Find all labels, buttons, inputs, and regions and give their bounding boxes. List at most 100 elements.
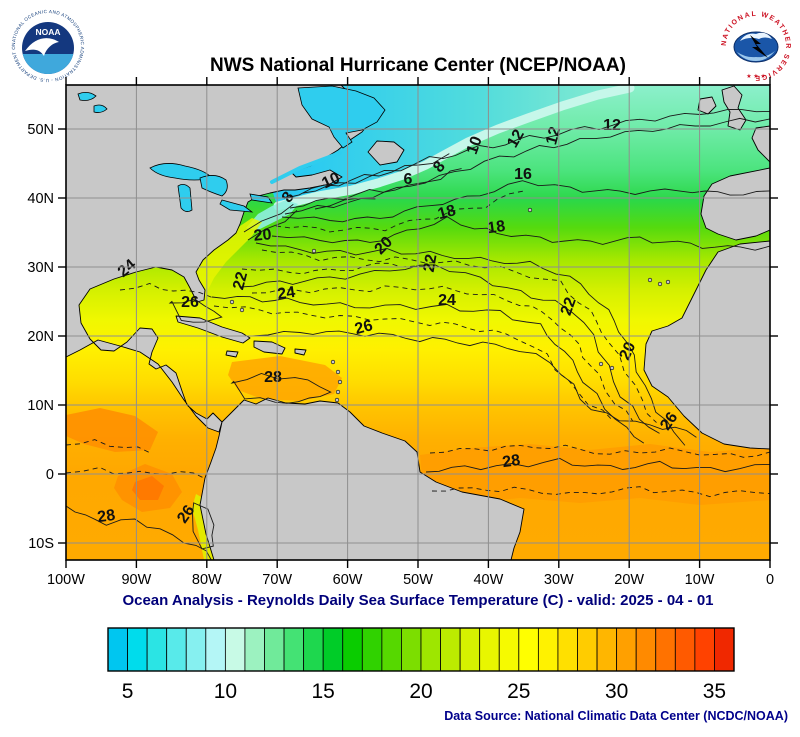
lon-tick-label: 50W: [403, 572, 433, 588]
lon-tick-label: 40W: [473, 572, 503, 588]
contour-line: [289, 168, 462, 209]
contour-line: [239, 264, 660, 434]
lat-tick-label: 10N: [27, 398, 54, 414]
noaa-logo: NATIONAL OCEANIC AND ATMOSPHERIC ADMINIS…: [6, 2, 87, 85]
colorbar-cell: [694, 627, 715, 672]
colorbar-cell: [420, 627, 441, 672]
small-island: [334, 397, 340, 403]
colorbar-tick-label: 5: [122, 680, 134, 703]
colorbar-tick-label: 35: [703, 680, 726, 703]
ireland: [697, 96, 717, 115]
contour-label: 24: [438, 292, 456, 309]
hudson-bay: [297, 85, 386, 149]
contour-line: [66, 505, 212, 560]
contour-line: [213, 305, 613, 421]
contour-label: 22: [421, 253, 441, 274]
lon-tick-label: 100W: [47, 572, 85, 588]
puerto-rico-island: [294, 348, 307, 356]
small-island: [337, 379, 343, 385]
northern-lake: [77, 92, 97, 101]
contour-line: [431, 486, 770, 498]
colorbar-cell: [674, 627, 696, 672]
contour-line: [261, 249, 657, 423]
contour-label: 20: [253, 226, 272, 244]
colorbar-border: [107, 627, 735, 672]
colorbar-cell: [498, 627, 520, 672]
contour-line: [66, 466, 206, 480]
colorbar-cell: [518, 627, 539, 672]
south-america: [199, 397, 525, 560]
colorbar-cell: [714, 627, 735, 672]
lon-tick-label: 20W: [614, 572, 644, 588]
gulf-stream-tongue: [196, 218, 262, 302]
colorbar-tick-label: 25: [507, 680, 530, 703]
contour-label: 26: [353, 317, 375, 338]
lat-tick-label: 0: [46, 467, 54, 483]
lon-tick-label: 70W: [262, 572, 292, 588]
contour-line: [251, 330, 697, 438]
colorbar-tick-label: 20: [409, 680, 432, 703]
nws-stars: ★ ★ ★: [746, 73, 765, 80]
contour-line: [211, 295, 645, 444]
colorbar-cell: [655, 627, 676, 672]
contour-label: 26: [181, 294, 199, 311]
contour-line: [119, 283, 215, 299]
colorbar-cell: [322, 627, 344, 672]
small-island: [527, 207, 533, 213]
contour-line: [271, 216, 770, 251]
contour-line: [425, 457, 770, 473]
colorbar-cell: [361, 627, 383, 672]
colorbar-cell: [440, 627, 461, 672]
colorbar-cell: [107, 627, 128, 672]
contour-line: [281, 180, 770, 223]
pacific-warm-patch: [66, 408, 158, 452]
map-subtitle: Ocean Analysis - Reynolds Daily Sea Surf…: [122, 592, 713, 609]
colorbar-cell: [166, 627, 187, 672]
nws-logo: NATIONAL WEATHER SERVICE ★ ★ ★: [717, 7, 795, 85]
lat-tick-label: 20N: [27, 329, 54, 345]
contour-line: [243, 203, 294, 233]
small-island: [335, 369, 341, 375]
colorbar-cell: [635, 627, 657, 672]
colorbar-cell: [479, 627, 500, 672]
colorbar-cell: [264, 627, 285, 672]
colorbar-cell: [557, 627, 578, 672]
colorbar-cell: [185, 627, 207, 672]
colorbar-cell: [577, 627, 598, 672]
small-island: [598, 361, 604, 367]
lat-tick-label: 10S: [28, 536, 54, 552]
contour-line: [230, 373, 332, 404]
colorbar-cell: [459, 627, 481, 672]
lon-tick-label: 90W: [121, 572, 151, 588]
noaa-emblem-sea: [22, 54, 74, 74]
contour-label: 22: [230, 270, 251, 292]
contour-line: [192, 502, 215, 550]
france: [751, 125, 770, 163]
colorbar-cell: [205, 627, 226, 672]
contour-line: [285, 153, 450, 199]
colorbar-cell: [224, 627, 246, 672]
small-island: [239, 307, 245, 313]
colorbar-cell: [596, 627, 618, 672]
contour-label: 18: [486, 218, 506, 237]
contour-line: [66, 439, 150, 454]
lat-tick-label: 40N: [27, 191, 54, 207]
lon-tick-label: 60W: [333, 572, 363, 588]
small-island: [335, 389, 341, 395]
colorbar-cell: [146, 627, 168, 672]
contour-line: [314, 117, 770, 210]
northern-lake: [93, 104, 108, 113]
iberia: [700, 167, 770, 241]
lake-erie: [219, 199, 254, 213]
temperature-colorbar: 5 10 15 20 25 30 35: [107, 627, 735, 703]
contour-line: [251, 285, 634, 422]
colorbar-cell: [283, 627, 305, 672]
contour-label: 6: [404, 171, 413, 188]
lat-tick-label: 30N: [27, 260, 54, 276]
contour-label: 24: [276, 284, 296, 303]
contour-line: [275, 190, 524, 233]
shelf-transition-band: [273, 85, 635, 211]
